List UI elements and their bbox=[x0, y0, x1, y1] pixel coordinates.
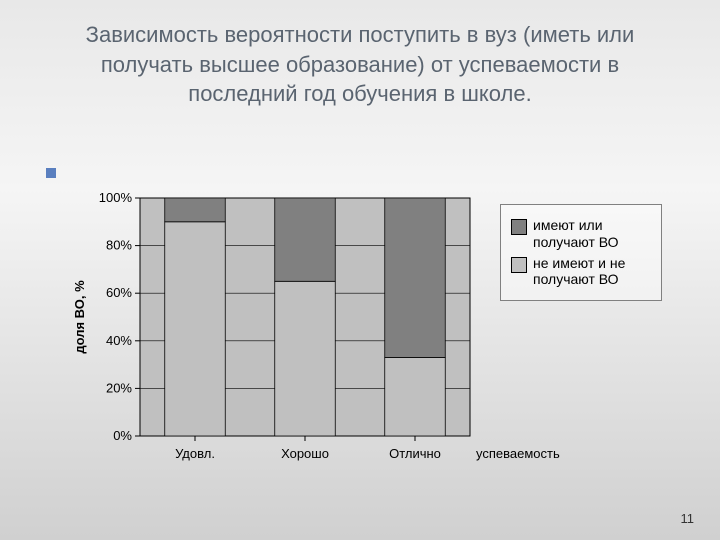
svg-text:0%: 0% bbox=[113, 428, 132, 443]
legend-item: имеют или получают ВО bbox=[511, 217, 651, 251]
legend-swatch bbox=[511, 257, 527, 273]
legend-label: имеют или получают ВО bbox=[533, 217, 651, 251]
legend-item: не имеют и не получают ВО bbox=[511, 255, 651, 289]
svg-text:Хорошо: Хорошо bbox=[281, 446, 329, 461]
legend: имеют или получают ВО не имеют и не получ… bbox=[500, 204, 662, 301]
svg-text:успеваемость: успеваемость bbox=[476, 446, 560, 461]
page-number: 11 bbox=[681, 511, 695, 526]
svg-text:доля ВО, %: доля ВО, % bbox=[72, 280, 87, 354]
slide: Зависимость вероятности поступить в вуз … bbox=[0, 0, 720, 540]
bullet-marker bbox=[46, 168, 56, 178]
svg-text:40%: 40% bbox=[106, 333, 132, 348]
svg-text:60%: 60% bbox=[106, 285, 132, 300]
legend-label: не имеют и не получают ВО bbox=[533, 255, 651, 289]
legend-swatch bbox=[511, 219, 527, 235]
svg-text:80%: 80% bbox=[106, 238, 132, 253]
svg-text:Отлично: Отлично bbox=[389, 446, 441, 461]
svg-text:20%: 20% bbox=[106, 380, 132, 395]
page-title: Зависимость вероятности поступить в вуз … bbox=[0, 0, 720, 117]
stacked-bar-chart: 0% 20% 40% 60% 80% 100% доля ВО, % Удовл. Хорошо… bbox=[60, 188, 640, 488]
svg-text:Удовл.: Удовл. bbox=[175, 446, 215, 461]
svg-text:100%: 100% bbox=[99, 190, 133, 205]
